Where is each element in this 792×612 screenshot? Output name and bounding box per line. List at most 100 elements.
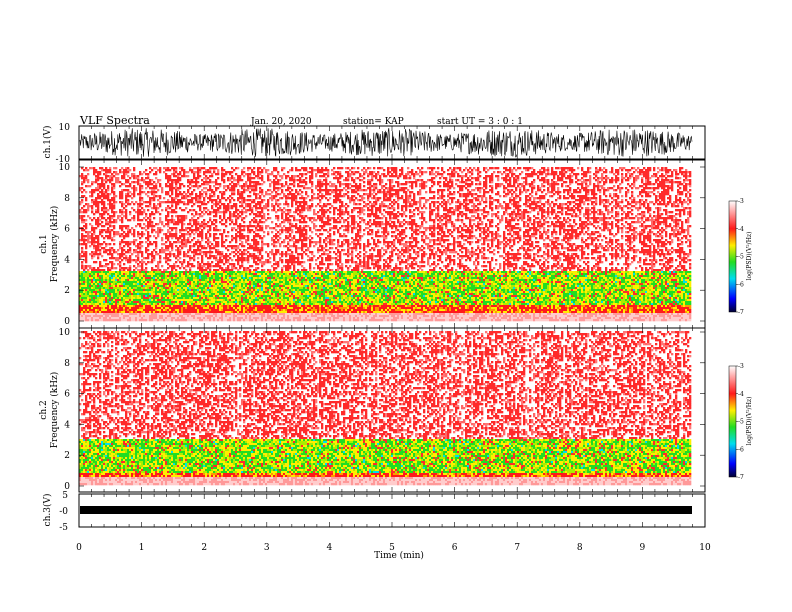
spectrogram-cell [253,307,256,310]
spectrogram-cell [151,295,154,298]
spectrogram-cell [161,221,164,224]
spectrogram-cell [165,295,168,298]
spectrogram-cell [163,295,166,298]
spectrogram-cell [83,219,86,222]
spectrogram-cell [119,287,122,290]
spectrogram-cell [159,219,162,222]
spectrogram-cell [173,201,176,204]
spectrogram-cell [129,287,132,290]
spectrogram-cell [253,275,256,278]
spectrogram-cell [217,187,220,190]
spectrogram-cell [209,187,212,190]
spectrogram-cell [143,289,146,292]
spectrogram-cell [153,273,156,276]
spectrogram-cell [101,277,104,280]
spectrogram-cell [89,275,92,278]
spectrogram-cell [159,287,162,290]
spectrogram-cell [239,211,242,214]
spectrogram-cell [87,185,90,188]
spectrogram-cell [191,273,194,276]
spectrogram-cell [131,301,134,304]
spectrogram-cell [191,209,194,212]
spectrogram-cell [115,171,118,174]
spectrogram-cell [95,301,98,304]
spectrogram-cell [127,175,130,178]
spectrogram-cell [103,191,106,194]
spectrogram-cell [115,285,118,288]
spectrogram-cell [91,291,94,294]
spectrogram-cell [99,245,102,248]
spectrogram-cell [159,183,162,186]
spectrogram-cell [101,235,104,238]
spectrogram-cell [183,285,186,288]
spectrogram-cell [103,217,106,220]
spectrogram-cell [105,169,108,172]
spectrogram-cell [85,281,88,284]
spectrogram-cell [193,283,196,286]
spectrogram-cell [229,245,232,248]
spectrogram-cell [89,241,92,244]
spectrogram-cell [219,309,222,312]
spectrogram-cell [229,213,232,216]
spectrogram-cell [253,287,256,290]
spectrogram-cell [141,299,144,302]
spectrogram-cell [151,227,154,230]
spectrogram-cell [247,317,250,320]
spectrogram-cell [255,283,258,286]
spectrogram-cell [219,233,222,236]
spectrogram-cell [241,261,244,264]
spectrogram-cell [255,263,258,266]
spectrogram-cell [171,285,174,288]
spectrogram-cell [187,307,190,310]
spectrogram-cell [147,303,150,306]
spectrogram-cell [211,295,214,298]
spectrogram-cell [191,315,194,318]
spectrogram-cell [195,305,198,308]
spectrogram-cell [107,299,110,302]
spectrogram-cell [193,215,196,218]
spectrogram-cell [221,237,224,240]
spectrogram-cell [239,303,242,306]
spectrogram-cell [241,257,244,260]
spectrogram-cell [185,285,188,288]
spectrogram-cell [173,307,176,310]
spectrogram-cell [249,271,252,274]
spectrogram-cell [143,279,146,282]
spectrogram-cell [163,197,166,200]
spectrogram-cell [207,169,210,172]
spectrogram-cell [187,305,190,308]
spectrogram-cell [107,199,110,202]
spectrogram-cell [247,167,250,170]
spectrogram-cell [149,167,152,170]
spectrogram-cell [225,209,228,212]
spectrogram-cell [255,213,258,216]
spectrogram-cell [269,307,272,310]
spectrogram-cell [133,279,136,282]
spectrogram-cell [125,205,128,208]
spectrogram-cell [87,273,90,276]
spectrogram-cell [109,167,112,170]
spectrogram-cell [203,293,206,296]
spectrogram-cell [81,311,84,314]
spectrogram-cell [247,279,250,282]
spectrogram-cell [133,315,136,318]
spectrogram-cell [245,285,248,288]
spectrogram-cell [121,213,124,216]
spectrogram-cell [187,287,190,290]
spectrogram-cell [227,185,230,188]
spectrogram-cell [95,177,98,180]
spectrogram-cell [169,285,172,288]
spectrogram-cell [141,265,144,268]
spectrogram-cell [189,309,192,312]
spectrogram-cell [185,245,188,248]
spectrogram-cell [119,255,122,258]
spectrogram-cell [125,289,128,292]
spectrogram-cell [265,291,268,294]
spectrogram-cell [239,193,242,196]
spectrogram-cell [213,317,216,320]
spectrogram-cell [237,293,240,296]
spectrogram-cell [237,315,240,318]
spectrogram-cell [215,219,218,222]
spectrogram-cell [253,273,256,276]
spectrogram-cell [225,211,228,214]
